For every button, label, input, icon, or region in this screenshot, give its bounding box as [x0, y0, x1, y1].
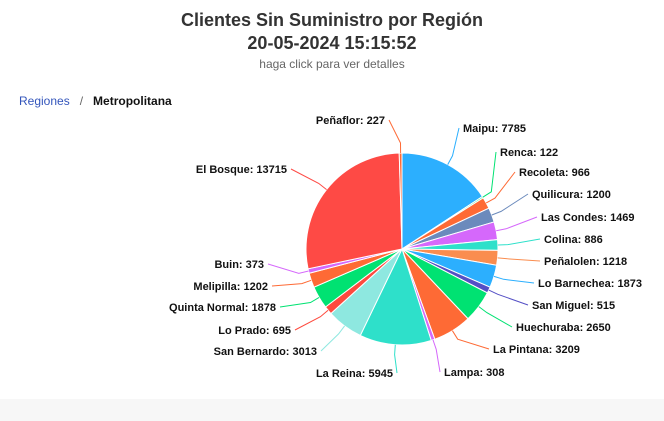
breadcrumb: Regiones / Metropolitana — [19, 94, 172, 108]
pie-slice-penaflor[interactable] — [398, 152, 403, 250]
data-label-maipu[interactable]: Maipu: 7785 — [463, 123, 526, 135]
connector-renca — [482, 151, 497, 198]
data-label-huechuraba[interactable]: Huechuraba: 2650 — [516, 322, 611, 334]
connector-penaflor — [388, 119, 402, 154]
data-label-las-condes[interactable]: Las Condes: 1469 — [541, 212, 635, 224]
connector-huechuraba — [478, 306, 513, 328]
pie-slice-el-bosque[interactable] — [305, 152, 403, 270]
chart-subtitle: haga click para ver detalles — [259, 57, 405, 71]
data-label-lo-barnechea[interactable]: Lo Barnechea: 1873 — [538, 278, 642, 290]
data-label-quilicura[interactable]: Quilicura: 1200 — [532, 189, 611, 201]
data-label-san-miguel[interactable]: San Miguel: 515 — [532, 300, 615, 312]
data-label-la-reina[interactable]: La Reina: 5945 — [316, 368, 393, 380]
data-label-la-pintana[interactable]: La Pintana: 3209 — [493, 344, 580, 356]
data-label-recoleta[interactable]: Recoleta: 966 — [519, 167, 590, 179]
data-label-melipilla[interactable]: Melipilla: 1202 — [193, 281, 268, 293]
footer-band — [0, 399, 664, 421]
connector-la-pintana — [451, 330, 490, 350]
connector-lo-barnechea — [493, 275, 535, 284]
connector-lampa — [432, 339, 441, 373]
data-label-lo-prado[interactable]: Lo Prado: 695 — [218, 325, 291, 337]
connector-el-bosque — [290, 168, 327, 190]
data-label-colina[interactable]: Colina: 886 — [544, 234, 603, 246]
breadcrumb-separator: / — [79, 94, 84, 108]
connector-san-bernardo — [320, 325, 346, 352]
chart-title: Clientes Sin Suministro por Región — [180, 10, 484, 30]
data-label-buin[interactable]: Buin: 373 — [214, 259, 264, 271]
data-label-penaflor[interactable]: Peñaflor: 227 — [316, 115, 385, 127]
data-label-penalolen[interactable]: Peñalolen: 1218 — [544, 256, 627, 268]
connector-san-miguel — [488, 289, 529, 306]
data-label-san-bernardo[interactable]: San Bernardo: 3013 — [214, 346, 317, 358]
connector-buin — [267, 263, 309, 274]
connector-las-condes — [496, 216, 538, 232]
connector-penalolen — [497, 257, 541, 262]
connector-melipilla — [271, 279, 312, 287]
data-label-renca[interactable]: Renca: 122 — [500, 147, 558, 159]
data-label-lampa[interactable]: Lampa: 308 — [444, 367, 505, 379]
connector-quinta-normal — [279, 296, 320, 308]
connector-recoleta — [485, 171, 516, 204]
connector-lo-prado — [294, 309, 329, 331]
connector-colina — [497, 238, 541, 246]
breadcrumb-current: Metropolitana — [93, 94, 172, 108]
data-label-el-bosque[interactable]: El Bosque: 13715 — [196, 164, 287, 176]
chart-timestamp: 20-05-2024 15:15:52 — [247, 33, 417, 53]
connector-quilicura — [491, 193, 529, 216]
breadcrumb-regiones-link[interactable]: Regiones — [19, 94, 70, 108]
pie-slice-la-reina[interactable] — [359, 247, 432, 346]
connector-la-reina — [394, 344, 398, 374]
connector-maipu — [447, 127, 460, 165]
data-label-quinta-normal[interactable]: Quinta Normal: 1878 — [169, 302, 276, 314]
